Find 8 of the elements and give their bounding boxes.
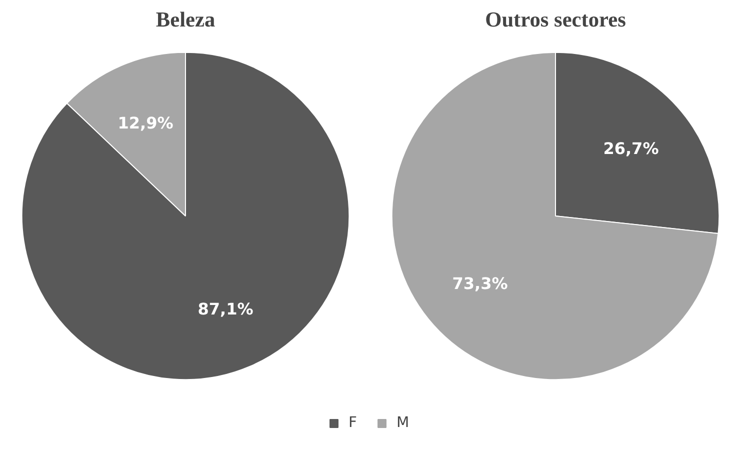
legend-label: M [396, 414, 410, 431]
data-label: 26,7% [603, 138, 659, 158]
data-label: 12,9% [118, 114, 174, 133]
data-label: 87,1% [198, 299, 254, 318]
chart-title: Outros sectores [485, 8, 626, 32]
data-label: 73,3% [452, 274, 508, 294]
legend-label: F [348, 414, 358, 431]
chart-title: Beleza [156, 8, 216, 32]
